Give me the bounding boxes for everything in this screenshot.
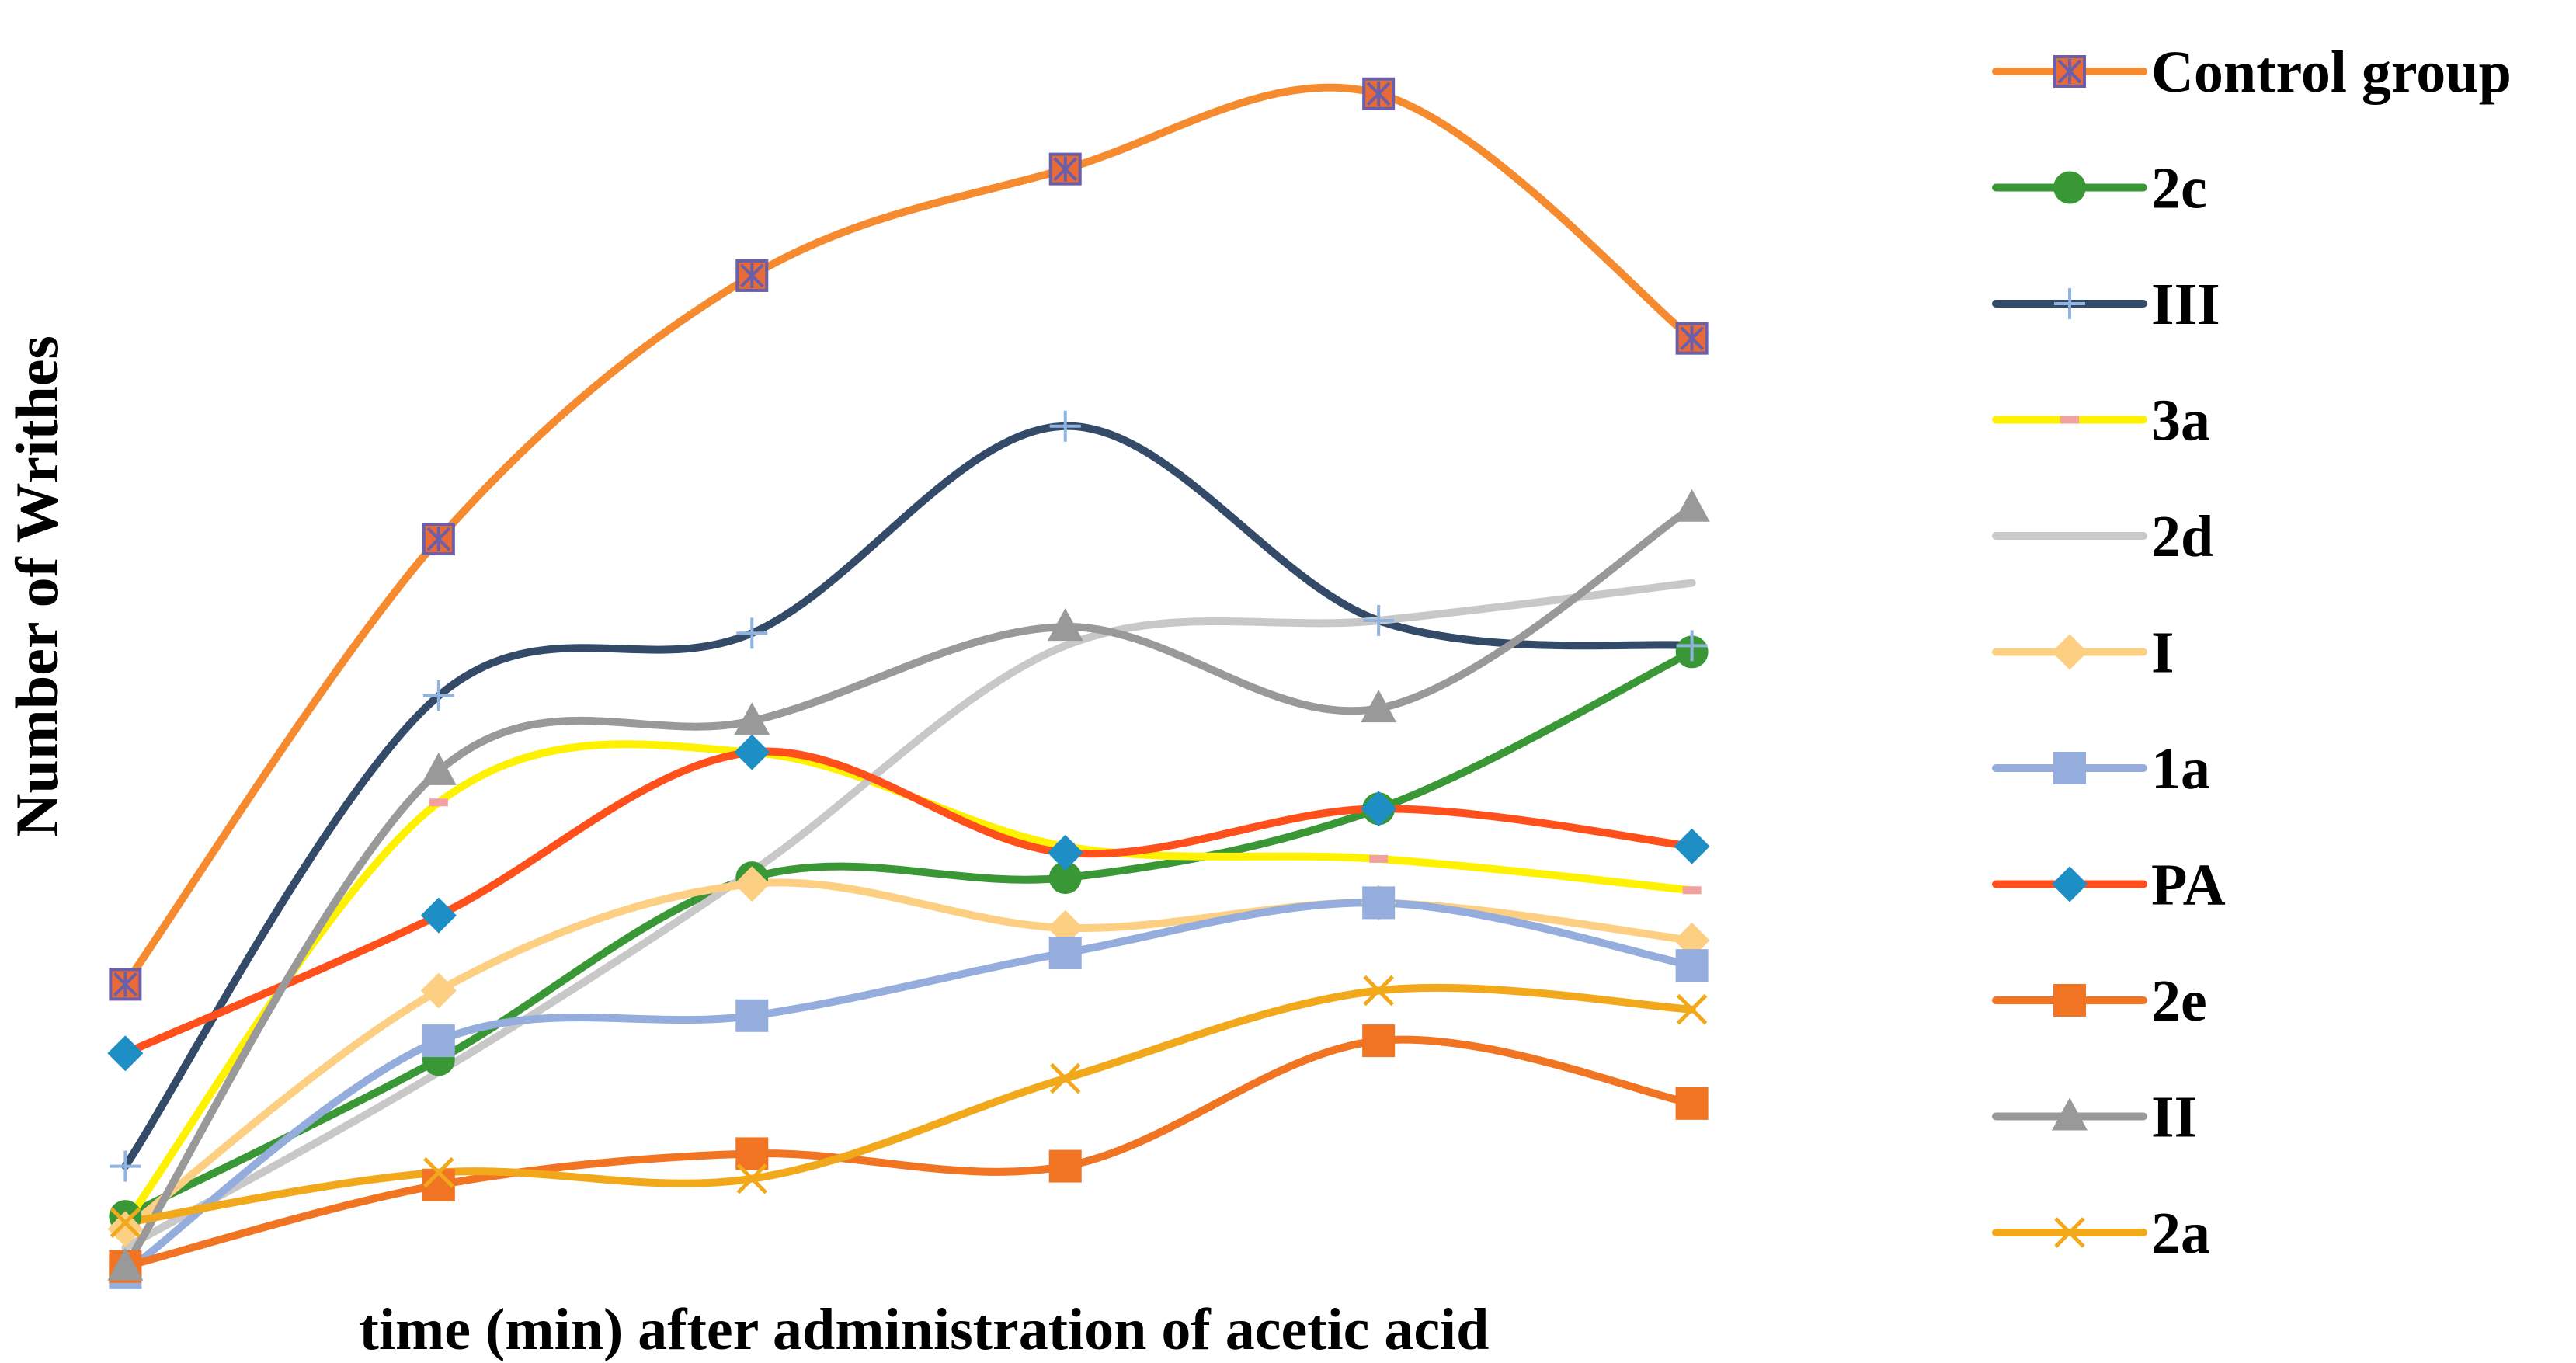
- point-2a-3: [736, 1163, 768, 1194]
- legend-label-2a: 2a: [2151, 1201, 2210, 1266]
- point-2a-2: [423, 1156, 454, 1188]
- point-ii-2: [420, 752, 457, 785]
- point-1a-5: [1362, 886, 1396, 920]
- legend-label-pa: PA: [2151, 853, 2226, 918]
- point-pa-3: [734, 734, 770, 770]
- series-line-ii: [121, 503, 1696, 1271]
- point-iii-3: [736, 617, 768, 649]
- legend-item-2d: 2d: [1992, 504, 2213, 569]
- legend-label-3a: 3a: [2151, 388, 2210, 454]
- point-control-group-1: [109, 968, 142, 1001]
- point-ii-5: [1361, 690, 1397, 723]
- point-pa-5: [1361, 791, 1397, 827]
- point-pa-6: [1674, 828, 1710, 864]
- point-iii-2: [422, 680, 454, 711]
- point-1a-4: [1048, 937, 1082, 970]
- point-pa-4: [1047, 834, 1083, 871]
- x-axis-title: time (min) after administration of aceti…: [360, 1297, 1490, 1362]
- legend-item-2e: 2e: [1992, 968, 2207, 1034]
- legend-marker-2c: [2053, 171, 2086, 204]
- legend-marker-2a: [2054, 1217, 2085, 1248]
- point-2e-6: [1675, 1087, 1709, 1120]
- legend-item-i: I: [1992, 621, 2174, 686]
- series-line-pa: [121, 747, 1696, 1058]
- point-control-group-2: [422, 523, 455, 556]
- legend-marker-pa: [2052, 866, 2088, 902]
- legend-marker-2e: [2053, 984, 2086, 1017]
- legend-item-3a: 3a: [1992, 388, 2210, 454]
- series-line-control-group: [121, 83, 1696, 989]
- point-1a-3: [735, 999, 769, 1032]
- legend-label-2e: 2e: [2151, 968, 2207, 1034]
- point-iii-4: [1049, 410, 1081, 442]
- point-iii-6: [1676, 630, 1708, 662]
- legend-item-iii: III: [1992, 272, 2220, 337]
- legend-marker-3a: [2060, 416, 2079, 424]
- point-3a-6: [1682, 886, 1702, 895]
- legend-label-i: I: [2151, 621, 2174, 686]
- legend-label-iii: III: [2151, 272, 2220, 337]
- point-2e-5: [1362, 1024, 1396, 1058]
- point-3a-2: [429, 798, 448, 807]
- point-i-3: [734, 866, 770, 902]
- legend: Control group 2c III 3a 2d I 1a PA 2e II 2a: [1992, 40, 2512, 1266]
- point-1a-6: [1675, 949, 1709, 982]
- point-pa-1: [107, 1035, 144, 1072]
- series-line-2e: [121, 1035, 1696, 1271]
- series-layer: [121, 83, 1696, 1277]
- series-line-2d: [121, 579, 1696, 1252]
- point-control-group-4: [1048, 152, 1082, 186]
- legend-label-ii: II: [2151, 1085, 2197, 1150]
- point-2a-5: [1363, 975, 1394, 1007]
- legend-marker-1a: [2053, 752, 2086, 784]
- legend-item-1a: 1a: [1992, 736, 2210, 801]
- legend-marker-iii: [2054, 288, 2085, 319]
- point-i-1: [107, 1211, 144, 1247]
- point-iii-5: [1363, 605, 1395, 637]
- legend-marker-ii: [2052, 1097, 2088, 1131]
- point-ii-1: [107, 1247, 144, 1281]
- point-pa-2: [420, 897, 457, 934]
- point-control-group-5: [1362, 77, 1396, 110]
- point-2a-6: [1676, 993, 1708, 1025]
- legend-marker-control-group: [2053, 55, 2086, 88]
- point-ii-3: [734, 702, 770, 735]
- point-control-group-6: [1675, 322, 1709, 355]
- point-2a-1: [110, 1207, 141, 1239]
- point-2e-4: [1048, 1149, 1082, 1183]
- legend-label-2d: 2d: [2151, 504, 2213, 569]
- legend-item-pa: PA: [1992, 853, 2226, 918]
- series-line-i: [121, 878, 1696, 1233]
- point-2c-4: [1048, 861, 1082, 895]
- legend-label-2c: 2c: [2151, 156, 2207, 221]
- series-line-1a: [121, 899, 1696, 1277]
- series-line-iii: [121, 422, 1696, 1170]
- point-control-group-3: [735, 259, 769, 292]
- point-ii-6: [1674, 489, 1710, 522]
- marker-layer: [107, 77, 1710, 1289]
- legend-item-2a: 2a: [1992, 1201, 2210, 1266]
- legend-label-1a: 1a: [2151, 736, 2210, 801]
- y-axis-title: Number of Writhes: [3, 336, 71, 837]
- legend-label-control-group: Control group: [2151, 40, 2512, 105]
- point-1a-2: [422, 1024, 455, 1058]
- point-i-2: [420, 972, 457, 1009]
- legend-item-ii: II: [1992, 1085, 2197, 1150]
- legend-item-2c: 2c: [1992, 156, 2207, 221]
- series-line-2c: [121, 648, 1696, 1221]
- legend-marker-i: [2052, 634, 2088, 670]
- point-iii-1: [110, 1150, 141, 1182]
- point-2e-3: [735, 1137, 769, 1170]
- legend-item-control-group: Control group: [1992, 40, 2512, 105]
- point-2a-4: [1049, 1062, 1081, 1094]
- series-line-2a: [121, 983, 1696, 1227]
- point-3a-5: [1369, 854, 1389, 863]
- point-ii-4: [1047, 608, 1083, 642]
